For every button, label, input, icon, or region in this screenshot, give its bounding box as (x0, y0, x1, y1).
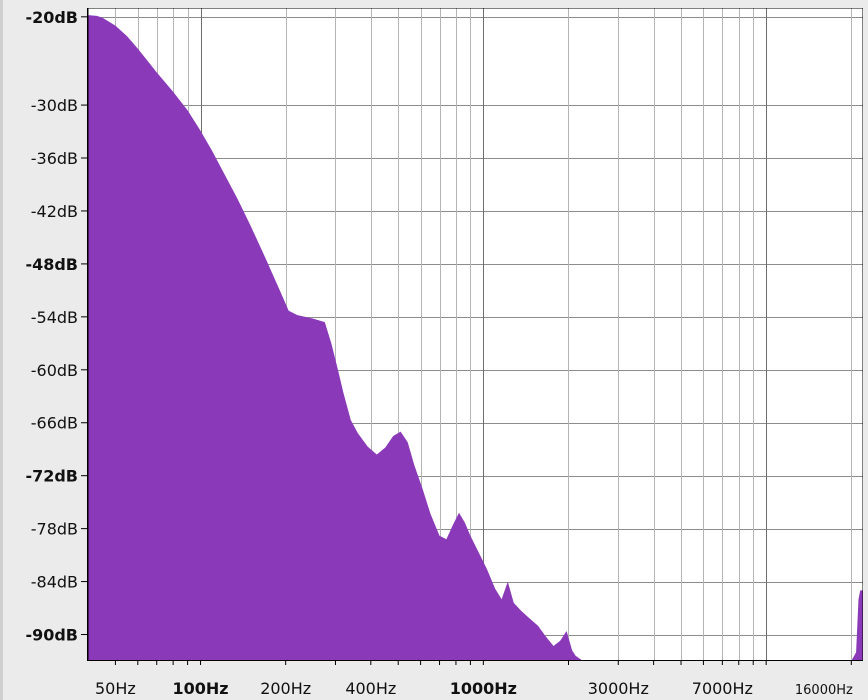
y-tick-label: -30dB (31, 96, 78, 115)
x-axis: 50Hz 100Hz 200Hz 400Hz 1000Hz 3000Hz 7000Hz 160… (88, 660, 863, 698)
x-tick-label: 16000Hz (795, 683, 853, 698)
y-tick-label: -78dB (31, 520, 78, 539)
x-tick-label: 400Hz (345, 679, 396, 698)
y-tick-label: -66dB (31, 414, 78, 433)
x-tick-label: 3000Hz (588, 679, 649, 698)
y-axis: -20dB -30dB -36dB -42dB -48dB -54dB -60dB -66dB… (25, 8, 88, 661)
y-tick-label: -60dB (31, 361, 78, 380)
y-tick-label: -48dB (25, 255, 78, 274)
y-tick-label: -84dB (31, 573, 78, 592)
x-tick-label: 1000Hz (450, 679, 517, 698)
y-tick-label: -42dB (31, 202, 78, 221)
x-tick-label: 7000Hz (692, 679, 753, 698)
y-tick-label: -72dB (25, 467, 78, 486)
y-tick-label: -36dB (31, 149, 78, 168)
x-tick-label: 200Hz (260, 679, 311, 698)
y-tick-label: -54dB (31, 308, 78, 327)
y-tick-label: -20dB (25, 8, 78, 27)
x-tick-label: 50Hz (95, 679, 136, 698)
x-tick-label: 100Hz (172, 679, 228, 698)
plot-canvas (87, 7, 864, 662)
y-tick-label: -90dB (25, 626, 78, 645)
spectrum-plot-area[interactable] (87, 7, 864, 662)
window-edge (0, 0, 3, 700)
spectrum-area (88, 15, 863, 662)
